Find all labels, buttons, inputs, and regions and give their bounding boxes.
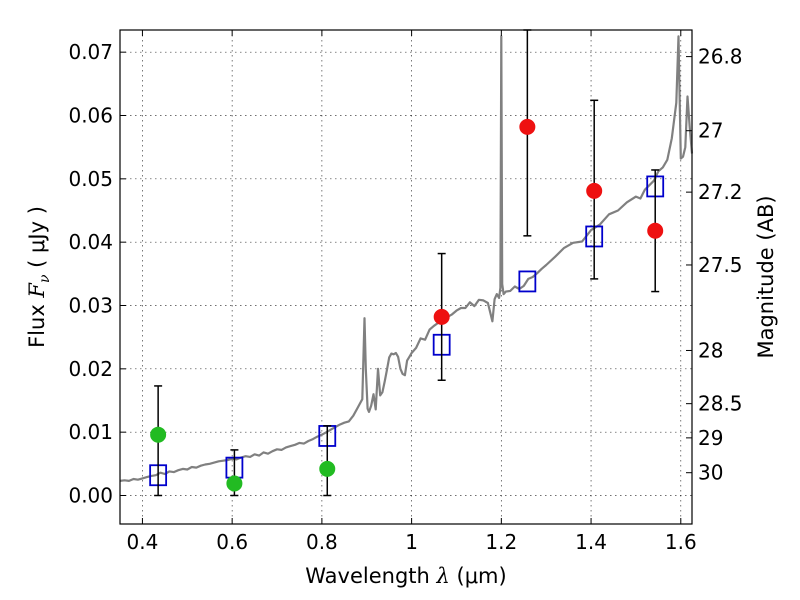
- magnitude-axis-label: Magnitude (AB): [754, 195, 778, 358]
- magnitude-tick-label: 30: [698, 461, 723, 485]
- y-tick-label: 0.07: [68, 40, 113, 64]
- x-tick-label: 1.2: [485, 530, 517, 554]
- x-tick-label: 0.4: [127, 530, 159, 554]
- y-tick-label: 0.01: [68, 420, 113, 444]
- y-tick-label: 0.02: [68, 357, 113, 381]
- magnitude-tick-label: 26.8: [698, 45, 743, 69]
- non-detection-point: [226, 475, 243, 492]
- detection-point: [647, 222, 664, 239]
- x-tick-label: 0.6: [216, 530, 248, 554]
- magnitude-tick-label: 29: [698, 426, 723, 450]
- model-photometry-square: [518, 270, 537, 293]
- magnitude-tick-label: 28.5: [698, 392, 743, 416]
- x-tick-label: 0.8: [306, 530, 338, 554]
- x-axis-label: Wavelength λ (μm): [305, 564, 506, 588]
- y-tick-label: 0.04: [68, 230, 113, 254]
- y-axis-label: Flux Fν ( μJy ): [25, 206, 53, 348]
- magnitude-tick-label: 27.5: [698, 253, 743, 277]
- markers-layer: [149, 29, 665, 497]
- grid-lines: [120, 30, 692, 524]
- y-tick-label: 0.03: [68, 294, 113, 318]
- y-tick-label: 0.00: [68, 484, 113, 508]
- ticks-layer: 0.4 0.6 0.8 1 1.2 1.4 1.6 0.00 0.01 0.02 0.03 0.04 0…: [68, 30, 743, 554]
- y-tick-label: 0.06: [68, 104, 113, 128]
- model-sed-layer: [119, 35, 694, 482]
- detection-point: [519, 118, 536, 135]
- x-tick-label: 1.6: [665, 530, 697, 554]
- non-detection-point: [150, 426, 167, 443]
- detection-point: [433, 308, 450, 325]
- y-tick-label: 0.05: [68, 167, 113, 191]
- magnitude-tick-label: 28: [698, 338, 723, 362]
- x-tick-label: 1.4: [575, 530, 607, 554]
- x-tick-label: 1: [405, 530, 418, 554]
- non-detection-point: [319, 460, 336, 477]
- model-sed-line: [119, 35, 694, 482]
- magnitude-tick-label: 27.2: [698, 180, 743, 204]
- detection-point: [586, 182, 603, 199]
- magnitude-tick-label: 27: [698, 119, 723, 143]
- plot-frame: [119, 29, 693, 525]
